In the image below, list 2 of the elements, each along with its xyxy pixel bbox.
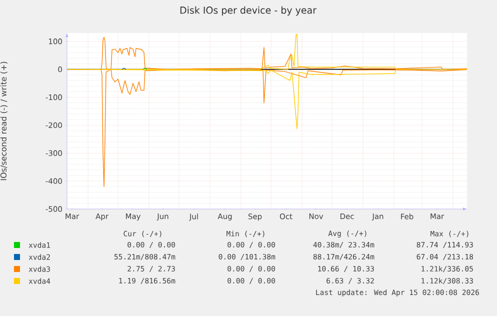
- y-axis-title: IOs/second read (-) / write (+): [0, 62, 8, 180]
- chart-title: Disk IOs per device - by year: [180, 6, 317, 16]
